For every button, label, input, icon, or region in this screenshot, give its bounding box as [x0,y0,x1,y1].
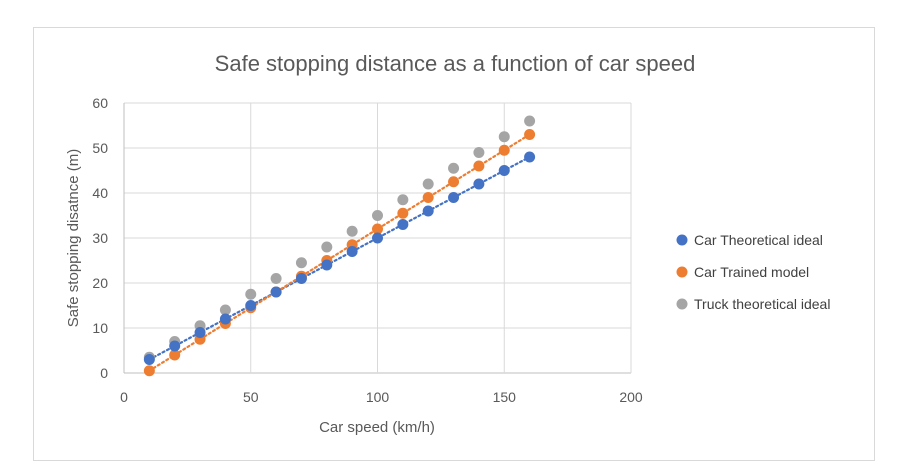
point-car-trained-model [524,129,536,140]
point-car-theoretical-ideal [473,178,485,190]
x-tick-label: 0 [120,389,128,405]
legend-label-truck-theoretical-ideal: Truck theoretical ideal [694,296,830,312]
point-car-theoretical-ideal [219,313,231,325]
point-car-trained-model [372,223,383,235]
y-axis-ticks: 0 10 20 30 40 50 60 [92,95,108,381]
point-truck-theoretical-ideal [346,225,358,237]
point-car-theoretical-ideal [397,219,409,230]
point-car-trained-model [169,349,181,361]
point-truck-theoretical-ideal [498,131,510,143]
point-car-theoretical-ideal [169,340,181,352]
legend-marker-car-theoretical-ideal [676,234,688,246]
point-truck-theoretical-ideal [422,178,434,190]
point-car-theoretical-ideal [448,192,460,203]
trendline-car-trained-model [148,133,531,372]
point-car-theoretical-ideal [270,286,282,298]
y-axis-title: Safe stopping disatnce (m) [65,149,82,327]
x-axis-ticks: 0 50 100 150 200 [120,389,643,405]
point-truck-theoretical-ideal [397,194,409,206]
legend-label-car-trained-model: Car Trained model [694,264,809,280]
point-truck-theoretical-ideal [473,147,485,158]
point-car-theoretical-ideal [295,273,307,284]
point-truck-theoretical-ideal [448,162,460,174]
y-tick-label: 20 [92,275,108,291]
x-tick-label: 50 [243,389,259,405]
point-car-trained-model [473,160,485,172]
point-car-trained-model [498,144,510,156]
x-tick-label: 100 [366,389,390,405]
trendline-car-theoretical-ideal [148,155,531,361]
point-car-trained-model [422,192,434,203]
point-car-theoretical-ideal [524,151,536,163]
chart-title: Safe stopping distance as a function of … [215,51,696,76]
point-car-theoretical-ideal [321,259,333,271]
x-tick-label: 150 [493,389,517,405]
y-tick-label: 10 [92,320,108,336]
x-axis-title: Car speed (km/h) [319,419,435,436]
y-tick-label: 0 [100,365,108,381]
point-car-theoretical-ideal [346,246,358,257]
x-tick-label: 200 [619,389,643,405]
point-car-theoretical-ideal [245,300,257,311]
point-truck-theoretical-ideal [270,273,282,284]
point-truck-theoretical-ideal [524,115,536,127]
point-car-trained-model [143,365,155,377]
trendlines [148,133,531,372]
point-car-theoretical-ideal [422,205,434,217]
legend-marker-car-trained-model [676,266,688,278]
chart-area [33,27,875,461]
legend: Car Theoretical ideal Car Trained model Tr… [676,232,830,312]
point-car-theoretical-ideal [498,165,510,176]
point-car-trained-model [448,176,460,188]
point-truck-theoretical-ideal [219,304,231,316]
point-truck-theoretical-ideal [321,241,333,253]
y-tick-label: 60 [92,95,108,111]
y-tick-label: 50 [92,140,108,156]
point-car-trained-model [397,207,409,219]
point-truck-theoretical-ideal [372,210,383,221]
y-tick-label: 40 [92,185,108,201]
point-car-theoretical-ideal [372,232,383,244]
y-tick-label: 30 [92,230,108,246]
point-car-theoretical-ideal [194,327,206,338]
point-truck-theoretical-ideal [245,288,257,300]
legend-marker-truck-theoretical-ideal [676,298,688,310]
data-points [143,115,536,377]
point-truck-theoretical-ideal [295,257,307,269]
point-car-theoretical-ideal [143,354,155,365]
legend-label-car-theoretical-ideal: Car Theoretical ideal [694,232,823,248]
